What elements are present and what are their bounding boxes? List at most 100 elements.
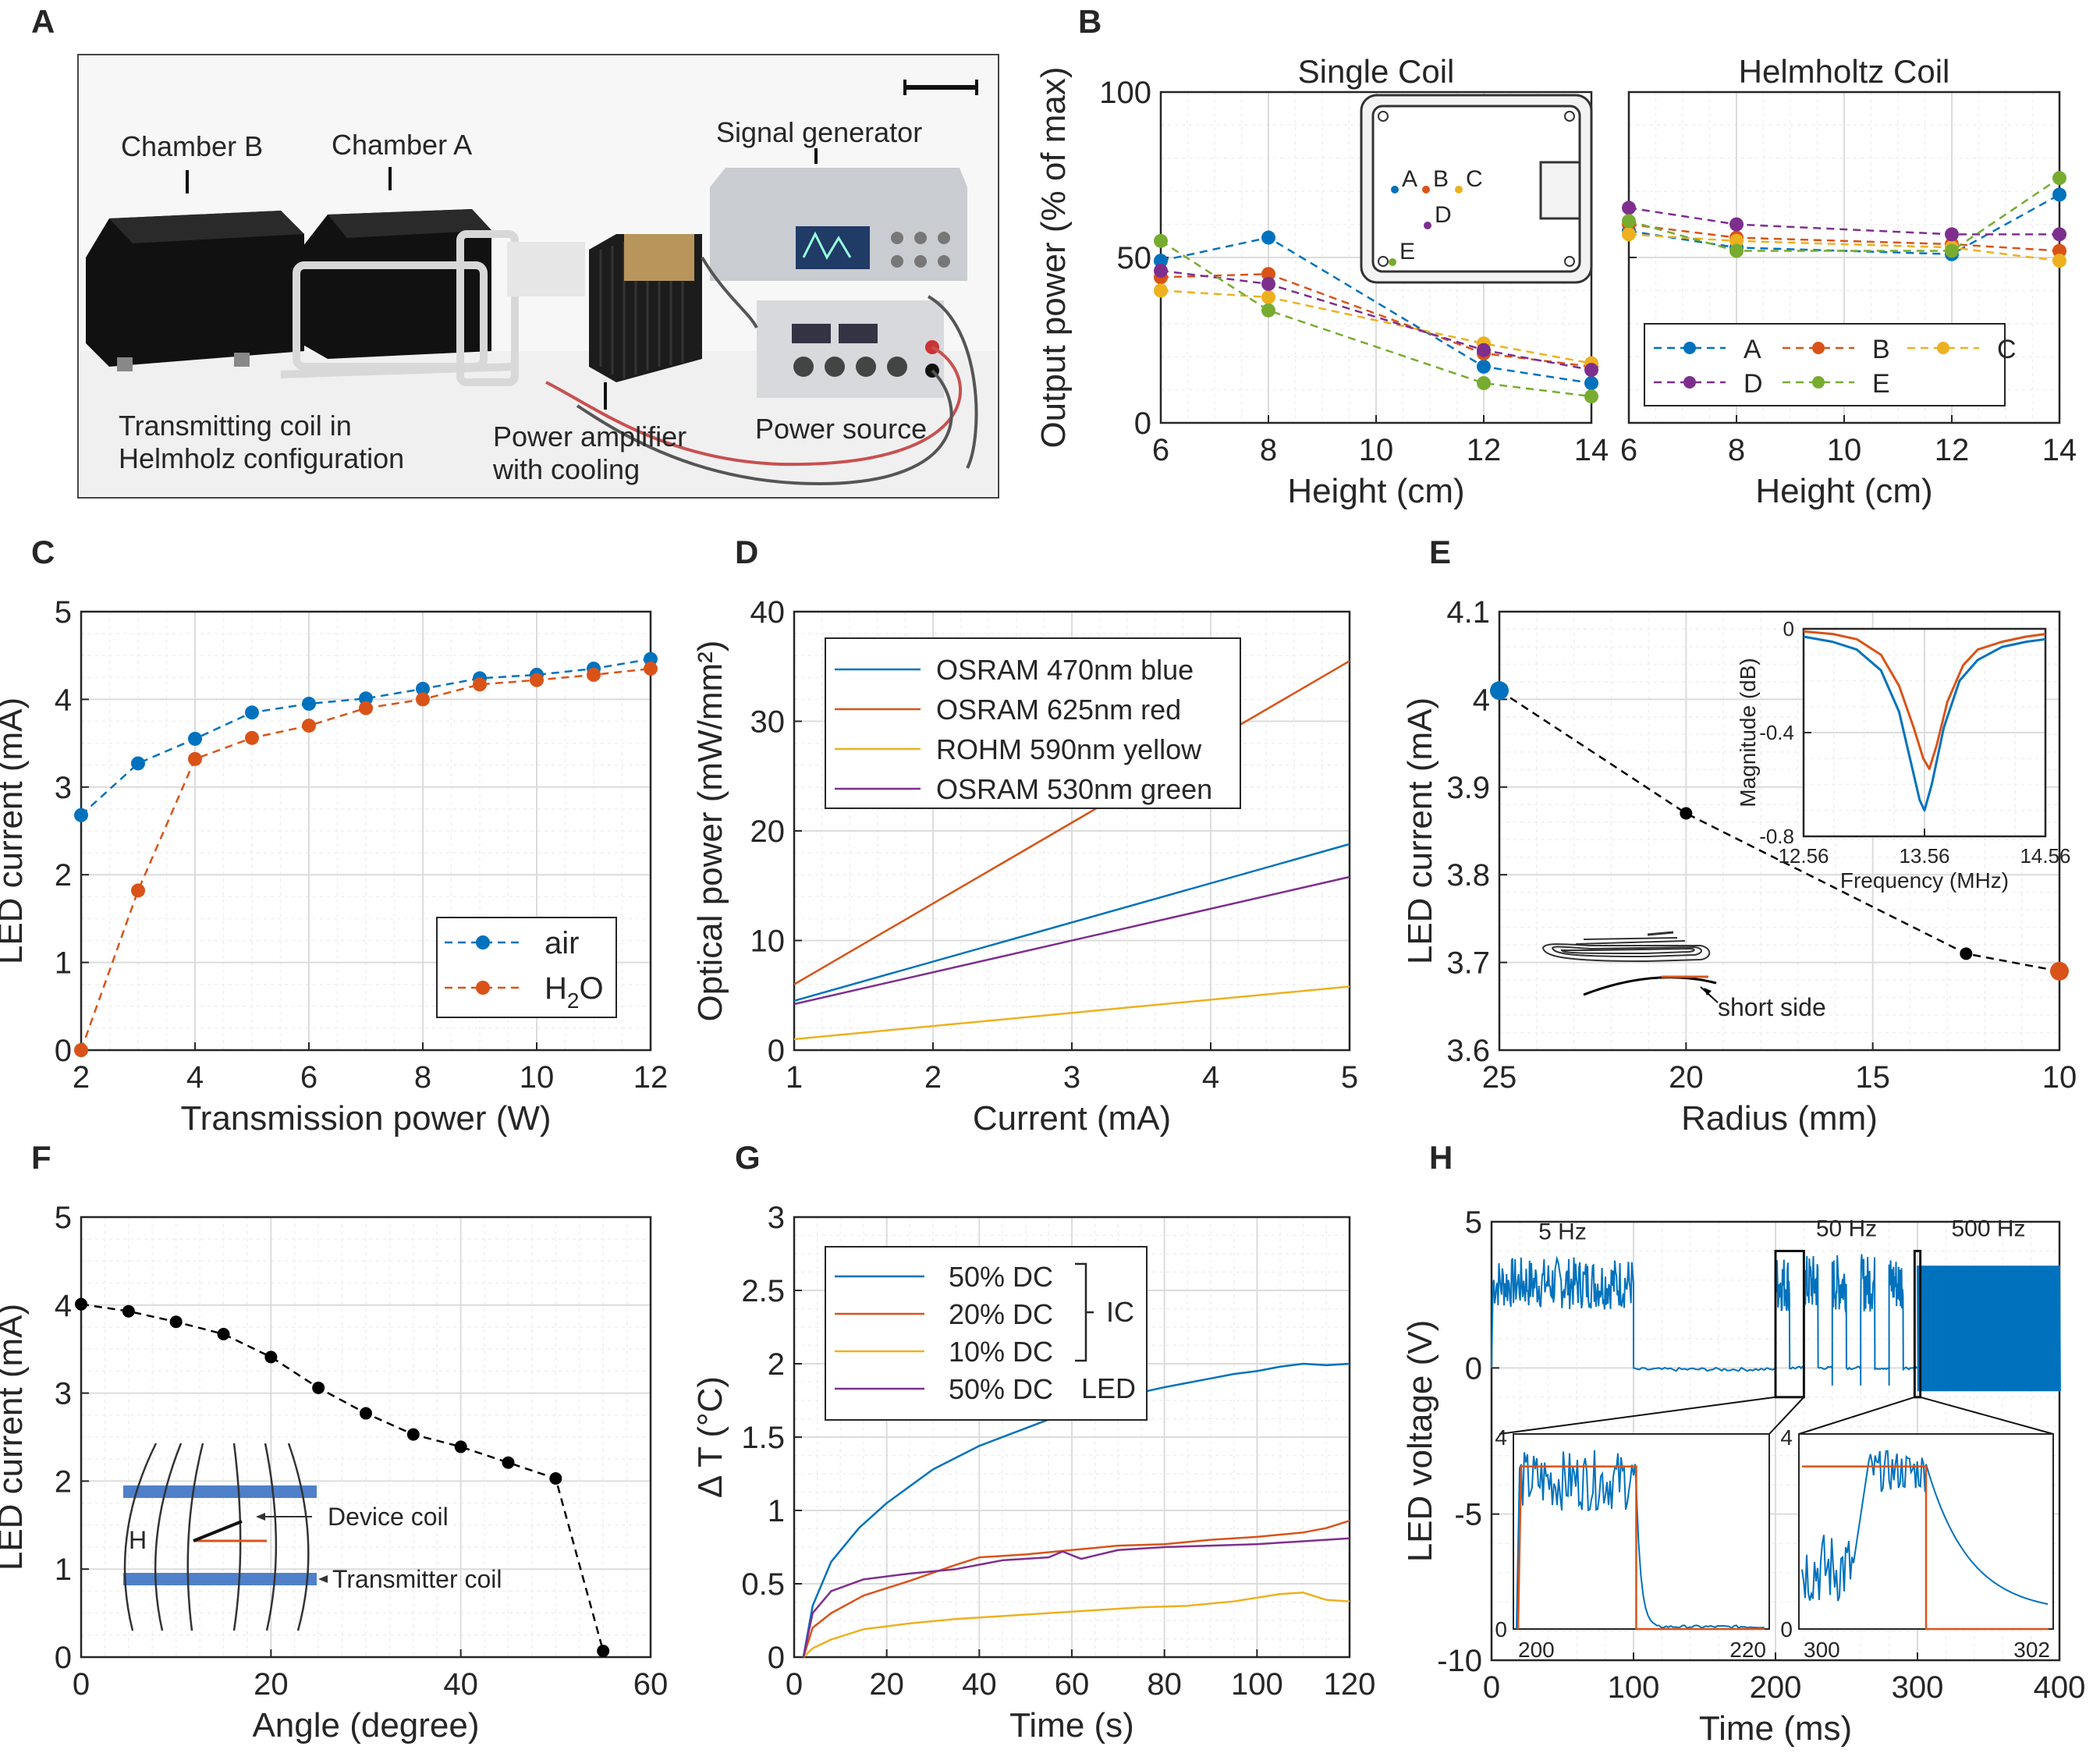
legend-d: OSRAM 470nm blue OSRAM 625nm red ROHM 590n… <box>825 637 1241 809</box>
legend-label-blue: OSRAM 470nm blue <box>936 654 1194 686</box>
chart-g: 0 20 40 60 80 100 120 0 0.5 1 1.5 2 2.5 3 Time (s) Δ T … <box>691 1201 1375 1744</box>
x-tick-label: 20 <box>1669 1060 1704 1095</box>
data-point-E <box>1477 376 1491 391</box>
x-axis-label: Time (s) <box>1009 1706 1134 1744</box>
data-point-A <box>1261 230 1275 245</box>
data-point-H2O <box>530 673 544 687</box>
inset-signal <box>1516 1450 1765 1630</box>
label-500hz: 500 Hz <box>1951 1216 2025 1242</box>
x-tick-label: 60 <box>1055 1667 1090 1702</box>
data-point-E <box>1729 243 1744 258</box>
y-tick-label: 50 <box>1117 241 1152 275</box>
x-axis-label: Angle (degree) <box>252 1706 479 1744</box>
data-point-A <box>2052 187 2066 202</box>
inset-y-tick-max: 4 <box>1780 1425 1793 1450</box>
y-tick-label: 2.5 <box>741 1274 785 1308</box>
panel-letter-c: C <box>31 534 55 570</box>
chart-title: Single Coil <box>1298 53 1455 90</box>
series-line-C <box>1628 233 2060 262</box>
legend-marker-D <box>1683 376 1696 389</box>
x-tick-label: 15 <box>1855 1060 1890 1095</box>
y-tick-label: 1 <box>55 1553 72 1587</box>
x-tick-label: 14 <box>2042 433 2077 467</box>
legend-g: 50% DC 20% DC 10% DC 50% DC IC LED <box>825 1246 1148 1421</box>
data-point-f <box>597 1645 610 1658</box>
y-tick-label: 2 <box>55 1464 72 1499</box>
data-point-B <box>1261 267 1275 282</box>
legend-label-D: D <box>1744 369 1763 399</box>
inset-signal <box>1801 1450 2049 1605</box>
inset-h2: 300 302 0 4 <box>1780 1425 2054 1662</box>
y-tick-label: 1.5 <box>741 1421 785 1455</box>
label-power-source: Power source <box>755 413 927 445</box>
zoom-box-1 <box>1774 1249 1805 1399</box>
cables <box>545 256 978 486</box>
y-tick-label: 10 <box>750 925 786 959</box>
x-tick-label: 6 <box>1152 433 1169 467</box>
data-point-H2O <box>245 730 259 745</box>
label-chamber-b: Chamber B <box>121 130 263 162</box>
y-axis-label: LED current (mA) <box>1401 697 1439 964</box>
axes-box <box>80 610 652 1052</box>
x-tick-label: 6 <box>1620 433 1637 467</box>
data-point-B <box>2052 243 2066 258</box>
y-tick-label: 0 <box>55 1034 72 1068</box>
series-line-orange <box>802 1519 1350 1658</box>
b-board-inset <box>1360 94 1593 284</box>
y-tick-label: -0.4 <box>1759 721 1794 744</box>
series-line-air <box>80 658 651 816</box>
signal-5hz <box>1491 1255 1776 1372</box>
data-point-D <box>2052 227 2066 242</box>
legend-marker-air <box>476 935 490 949</box>
legend-label-C: C <box>1997 335 2017 364</box>
y-tick-label: 2 <box>768 1347 785 1382</box>
x-tick-label: 4 <box>186 1060 204 1095</box>
data-point-C <box>1261 289 1275 304</box>
inset-y-axis-label: Magnitude (dB) <box>1736 658 1760 807</box>
y-tick-label: 3 <box>768 1201 785 1235</box>
data-point-air <box>188 731 202 746</box>
chart-e-inset: 12.56 13.56 14.56 0 -0.4 -0.8 Frequency (MHz) M… <box>1736 617 2071 893</box>
inset-box <box>1513 1433 1770 1630</box>
data-point-C <box>1729 233 1744 248</box>
chamber-a <box>300 209 491 359</box>
x-tick-label: 0 <box>1483 1670 1500 1705</box>
legend-label-yellow: ROHM 590nm yellow <box>936 733 1202 765</box>
y-tick-label: 20 <box>750 815 786 849</box>
board-point-E <box>1389 258 1396 266</box>
signal-50hz <box>1775 1254 1918 1386</box>
legend-label-B: B <box>1872 335 1890 364</box>
legend-c: air H2O <box>436 917 617 1018</box>
data-point-f <box>502 1456 515 1469</box>
x-tick-label: 8 <box>1728 433 1745 467</box>
series-line-blue <box>793 843 1350 1002</box>
panel-letter-a: A <box>31 3 55 40</box>
legend-marker-h2o <box>476 981 490 995</box>
label-50hz: 50 Hz <box>1816 1216 1877 1242</box>
x-tick-label: 4 <box>1202 1060 1219 1095</box>
x-tick-label: 0 <box>786 1667 803 1702</box>
x-tick-label: 20 <box>869 1667 904 1702</box>
y-tick-label: 2 <box>55 858 72 893</box>
y-tick-label: 100 <box>1099 76 1151 110</box>
x-tick-label: 10 <box>2042 1060 2077 1095</box>
data-point-D <box>1154 263 1168 278</box>
series-line-D <box>1160 269 1592 371</box>
x-tick-label: 5 <box>1341 1060 1358 1095</box>
legend-label-purple: 50% DC <box>949 1373 1053 1405</box>
x-tick-label: 0 <box>73 1667 90 1702</box>
series-line-A <box>1160 236 1592 385</box>
coil-frame <box>280 230 519 386</box>
data-point-A <box>1584 376 1598 391</box>
data-point-E <box>1154 233 1168 248</box>
zoom-box-2 <box>1913 1249 1922 1399</box>
y-tick-label: 40 <box>750 595 786 630</box>
y-tick-label: 3.6 <box>1446 1034 1490 1068</box>
b-board-points: A B CDE <box>1389 166 1483 266</box>
data-point-air <box>416 681 430 696</box>
data-point-air <box>131 756 145 771</box>
x-tick-label: 80 <box>1147 1667 1182 1702</box>
data-point-H2O <box>359 701 373 715</box>
legend-marker-C <box>1937 342 1949 354</box>
